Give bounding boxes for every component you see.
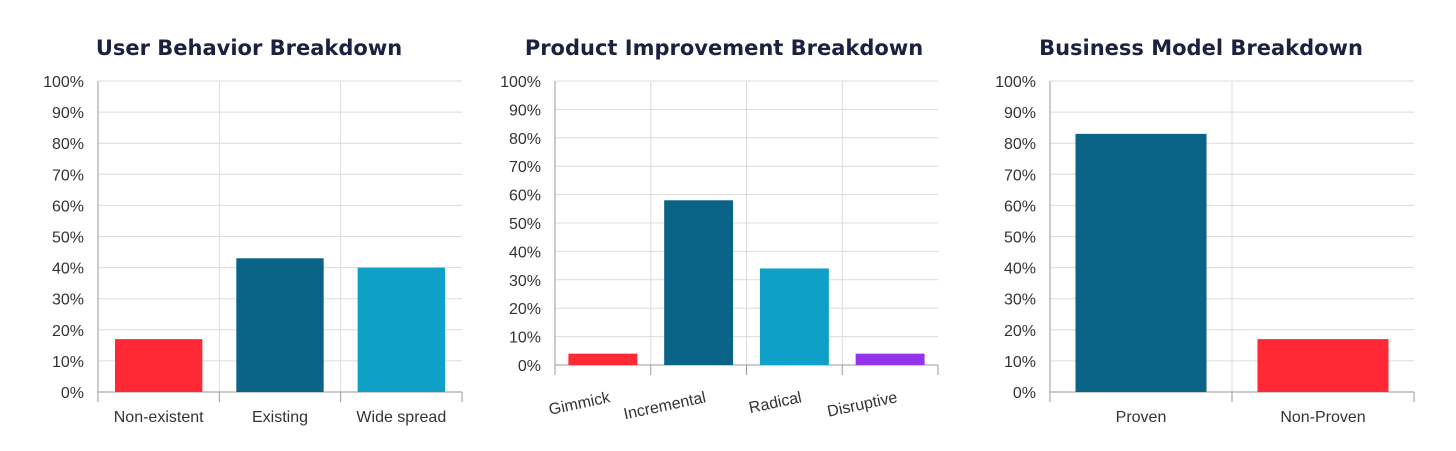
category-label: Incremental — [622, 389, 707, 423]
category-label: Existing — [252, 409, 308, 426]
y-tick-label: 0% — [1013, 385, 1036, 402]
y-tick-label: 40% — [1004, 261, 1036, 278]
y-tick-label: 40% — [509, 244, 541, 261]
y-tick-label: 80% — [52, 136, 84, 153]
category-label: Disruptive — [826, 389, 899, 420]
y-tick-label: 10% — [1004, 354, 1036, 371]
bar-radical[interactable] — [759, 268, 829, 365]
y-tick-label: 60% — [1004, 198, 1036, 215]
category-label: Non-existent — [114, 409, 204, 426]
chart-title: Business Model Breakdown — [1039, 36, 1363, 60]
y-tick-label: 20% — [1004, 323, 1036, 340]
bar-disruptive[interactable] — [855, 353, 925, 365]
category-label: Gimmick — [547, 389, 612, 419]
y-tick-label: 50% — [1004, 230, 1036, 247]
business-model-chart: Business Model Breakdown 0% 10% 20% 30% 40% 50… — [995, 36, 1415, 426]
y-tick-label: 30% — [1004, 292, 1036, 309]
y-tick-label: 80% — [1004, 136, 1036, 153]
chart-title: Product Improvement Breakdown — [525, 36, 923, 60]
bar-non-existent[interactable] — [114, 339, 203, 392]
y-tick-label: 80% — [509, 131, 541, 148]
y-tick-label: 20% — [509, 301, 541, 318]
category-label: Non-Proven — [1280, 409, 1365, 426]
y-tick-label: 70% — [52, 167, 84, 184]
bar-wide-spread[interactable] — [357, 267, 446, 392]
y-tick-label: 50% — [509, 216, 541, 233]
y-tick-label: 10% — [52, 354, 84, 371]
y-tick-label: 30% — [509, 273, 541, 290]
bar-proven[interactable] — [1075, 133, 1207, 392]
y-tick-label: 10% — [509, 330, 541, 347]
user-behavior-chart: User Behavior Breakdown 0% 10% 20% 30% 40% 50%… — [43, 36, 463, 426]
y-tick-label: 0% — [518, 358, 541, 375]
y-tick-label: 70% — [509, 159, 541, 176]
y-tick-label: 100% — [995, 74, 1036, 91]
y-tick-label: 60% — [52, 198, 84, 215]
y-tick-label: 20% — [52, 323, 84, 340]
y-tick-label: 40% — [52, 261, 84, 278]
y-tick-label: 100% — [43, 74, 84, 91]
y-tick-label: 90% — [509, 102, 541, 119]
category-label: Proven — [1116, 409, 1167, 426]
y-tick-label: 90% — [52, 105, 84, 122]
bar-gimmick[interactable] — [568, 353, 638, 365]
y-tick-label: 60% — [509, 188, 541, 205]
chart-title: User Behavior Breakdown — [96, 36, 402, 60]
bar-non-proven[interactable] — [1257, 339, 1389, 392]
y-tick-label: 30% — [52, 292, 84, 309]
product-improvement-chart: Product Improvement Breakdown 0% 10% 20% 30%… — [500, 36, 939, 423]
category-label: Wide spread — [356, 409, 446, 426]
y-tick-label: 50% — [52, 230, 84, 247]
bar-existing[interactable] — [236, 258, 324, 392]
y-tick-label: 90% — [1004, 105, 1036, 122]
bar-incremental[interactable] — [664, 200, 734, 365]
y-tick-label: 100% — [500, 74, 541, 91]
y-tick-label: 70% — [1004, 167, 1036, 184]
y-tick-label: 0% — [61, 385, 84, 402]
category-label: Radical — [747, 389, 803, 417]
